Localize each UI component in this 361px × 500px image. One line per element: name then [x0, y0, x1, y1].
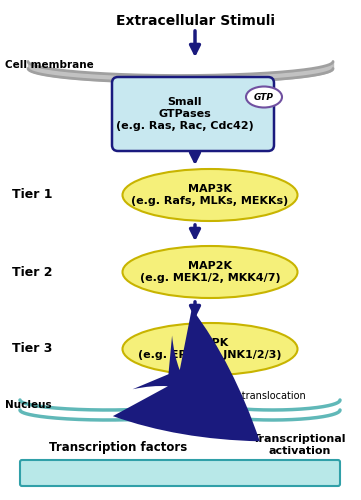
Text: Nucleus: Nucleus — [5, 400, 52, 410]
Text: Tier 3: Tier 3 — [12, 342, 52, 355]
Ellipse shape — [122, 169, 297, 221]
FancyArrowPatch shape — [113, 308, 260, 442]
Text: Transcriptional
activation: Transcriptional activation — [253, 434, 347, 456]
Ellipse shape — [246, 86, 282, 108]
Text: Tier 2: Tier 2 — [12, 266, 52, 278]
Text: MAP2K
(e.g. MEK1/2, MKK4/7): MAP2K (e.g. MEK1/2, MKK4/7) — [140, 261, 280, 283]
Text: nuclear translocation: nuclear translocation — [202, 391, 306, 401]
Ellipse shape — [122, 323, 297, 375]
Text: Tier 1: Tier 1 — [12, 188, 52, 202]
FancyBboxPatch shape — [112, 77, 274, 151]
Text: Extracellular Stimuli: Extracellular Stimuli — [116, 14, 274, 28]
Text: Cell membrane: Cell membrane — [5, 60, 94, 70]
Text: Small
GTPases
(e.g. Ras, Rac, Cdc42): Small GTPases (e.g. Ras, Rac, Cdc42) — [116, 96, 254, 132]
FancyBboxPatch shape — [20, 460, 340, 486]
Text: Transcription factors: Transcription factors — [49, 442, 187, 454]
Text: MAPK
(e.g. ERK1/2, JNK1/2/3): MAPK (e.g. ERK1/2, JNK1/2/3) — [138, 338, 282, 360]
Text: MAP3K
(e.g. Rafs, MLKs, MEKKs): MAP3K (e.g. Rafs, MLKs, MEKKs) — [131, 184, 289, 206]
Text: GTP: GTP — [254, 92, 274, 102]
Ellipse shape — [122, 246, 297, 298]
